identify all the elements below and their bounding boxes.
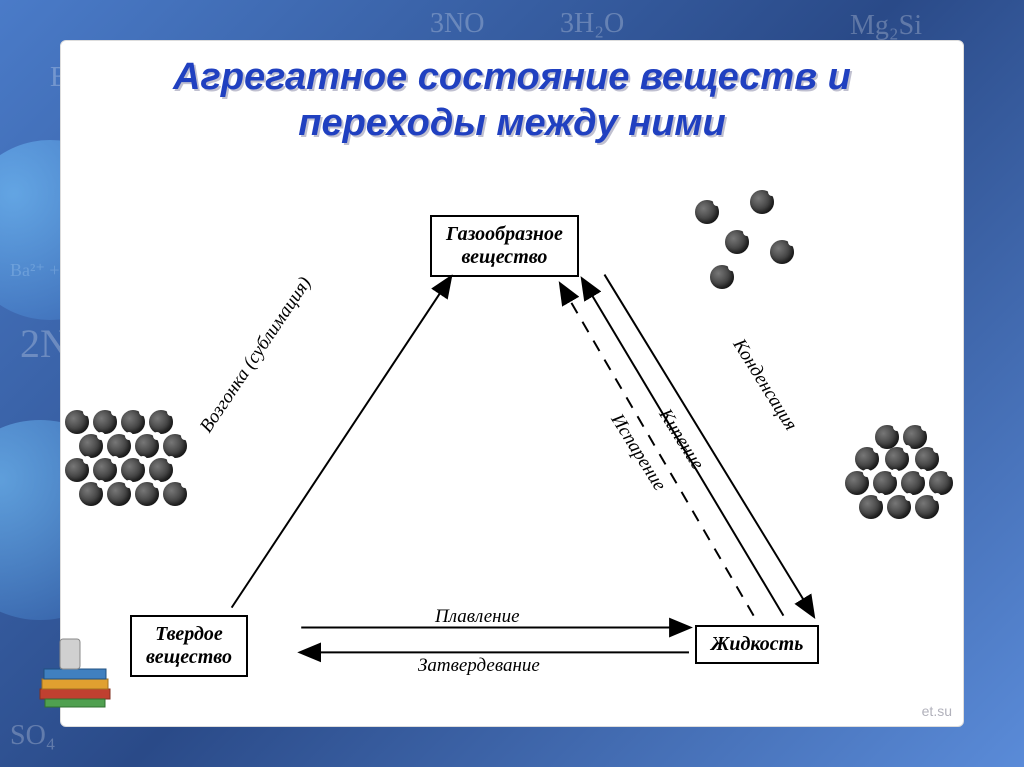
label-solidification: Затвердевание	[418, 655, 540, 677]
state-solid-box: Твердоевещество	[130, 615, 248, 677]
diagram-area: Газообразноевещество Твердоевещество Жид…	[75, 200, 949, 717]
state-solid-label: Твердоевещество	[146, 623, 232, 668]
molecule-icon	[859, 495, 883, 519]
book-stack-icon	[30, 629, 120, 729]
state-liquid-box: Жидкость	[695, 625, 819, 664]
molecule-icon	[107, 434, 131, 458]
molecule-icon	[887, 495, 911, 519]
molecule-icon	[121, 458, 145, 482]
state-liquid-label: Жидкость	[711, 633, 803, 655]
molecule-icon	[873, 471, 897, 495]
label-melting: Плавление	[435, 606, 520, 628]
label-boiling: Кипение	[654, 405, 708, 474]
molecule-icon	[135, 482, 159, 506]
molecule-icon	[79, 482, 103, 506]
molecule-icon	[163, 482, 187, 506]
molecule-icon	[901, 471, 925, 495]
molecule-icon	[149, 458, 173, 482]
molecule-icon	[929, 471, 953, 495]
molecule-icon	[885, 447, 909, 471]
molecule-icon	[163, 434, 187, 458]
molecule-icon	[725, 230, 749, 254]
molecule-icon	[149, 410, 173, 434]
state-gas-box: Газообразноевещество	[430, 215, 579, 277]
bg-formula: Mg₂Si	[850, 10, 922, 42]
molecule-icon	[845, 471, 869, 495]
molecule-icon	[121, 410, 145, 434]
state-gas-label: Газообразноевещество	[446, 223, 563, 268]
molecule-icon	[695, 200, 719, 224]
bg-formula: 3H₂O	[560, 8, 624, 40]
molecule-icon	[915, 495, 939, 519]
label-condensation: Конденсация	[728, 335, 802, 435]
molecule-icon	[65, 410, 89, 434]
molecule-icon	[855, 447, 879, 471]
label-sublimation: Возгонка (сублимация)	[196, 273, 317, 437]
watermark: et.su	[922, 703, 952, 719]
molecule-icon	[915, 447, 939, 471]
molecule-icon	[65, 458, 89, 482]
slide-title: Агрегатное состояние веществ и переходы …	[80, 55, 944, 146]
bg-formula: 3NO	[430, 8, 484, 40]
molecule-icon	[770, 240, 794, 264]
molecule-icon	[93, 410, 117, 434]
molecule-icon	[750, 190, 774, 214]
molecule-icon	[135, 434, 159, 458]
molecule-icon	[107, 482, 131, 506]
molecule-icon	[79, 434, 103, 458]
molecule-icon	[710, 265, 734, 289]
molecule-icon	[93, 458, 117, 482]
